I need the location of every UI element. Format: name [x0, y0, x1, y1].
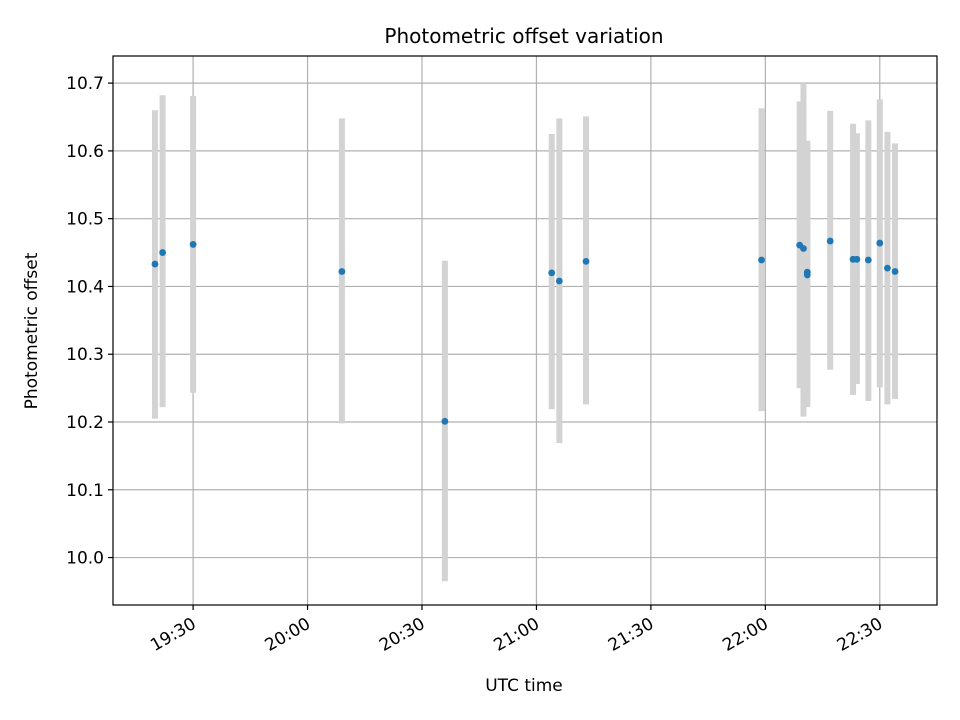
y-tick-label: 10.1 [66, 481, 104, 501]
chart-title: Photometric offset variation [384, 24, 663, 48]
y-tick-label: 10.3 [66, 345, 104, 365]
data-point [151, 260, 159, 268]
y-tick-label: 10.4 [66, 277, 104, 297]
y-tick-label: 10.2 [66, 413, 104, 433]
plot-area-frame [112, 55, 938, 606]
data-point [853, 255, 861, 263]
data-point [441, 417, 449, 425]
y-tick-label: 10.6 [66, 142, 104, 162]
y-tick-label: 10.7 [66, 74, 104, 94]
data-point [826, 237, 834, 245]
data-point [555, 277, 563, 285]
data-point [548, 269, 556, 277]
data-point [876, 239, 884, 247]
data-point [891, 268, 899, 275]
data-points [151, 237, 899, 425]
data-point [758, 256, 765, 264]
data-point [189, 241, 197, 248]
y-axis-label: Photometric offset [22, 252, 42, 409]
y-axis-ticks: 10.0 10.1 10.2 10.3 10.4 10.5 10.6 10.7 [66, 74, 113, 569]
data-point [800, 245, 807, 252]
x-axis-label: UTC time [485, 676, 563, 696]
data-point [803, 271, 811, 279]
data-point [582, 257, 590, 265]
data-point [864, 256, 872, 264]
data-point [338, 268, 346, 275]
data-point [884, 264, 891, 272]
y-tick-label: 10.0 [66, 549, 104, 569]
y-tick-label: 10.5 [66, 210, 104, 230]
data-point [159, 249, 166, 256]
